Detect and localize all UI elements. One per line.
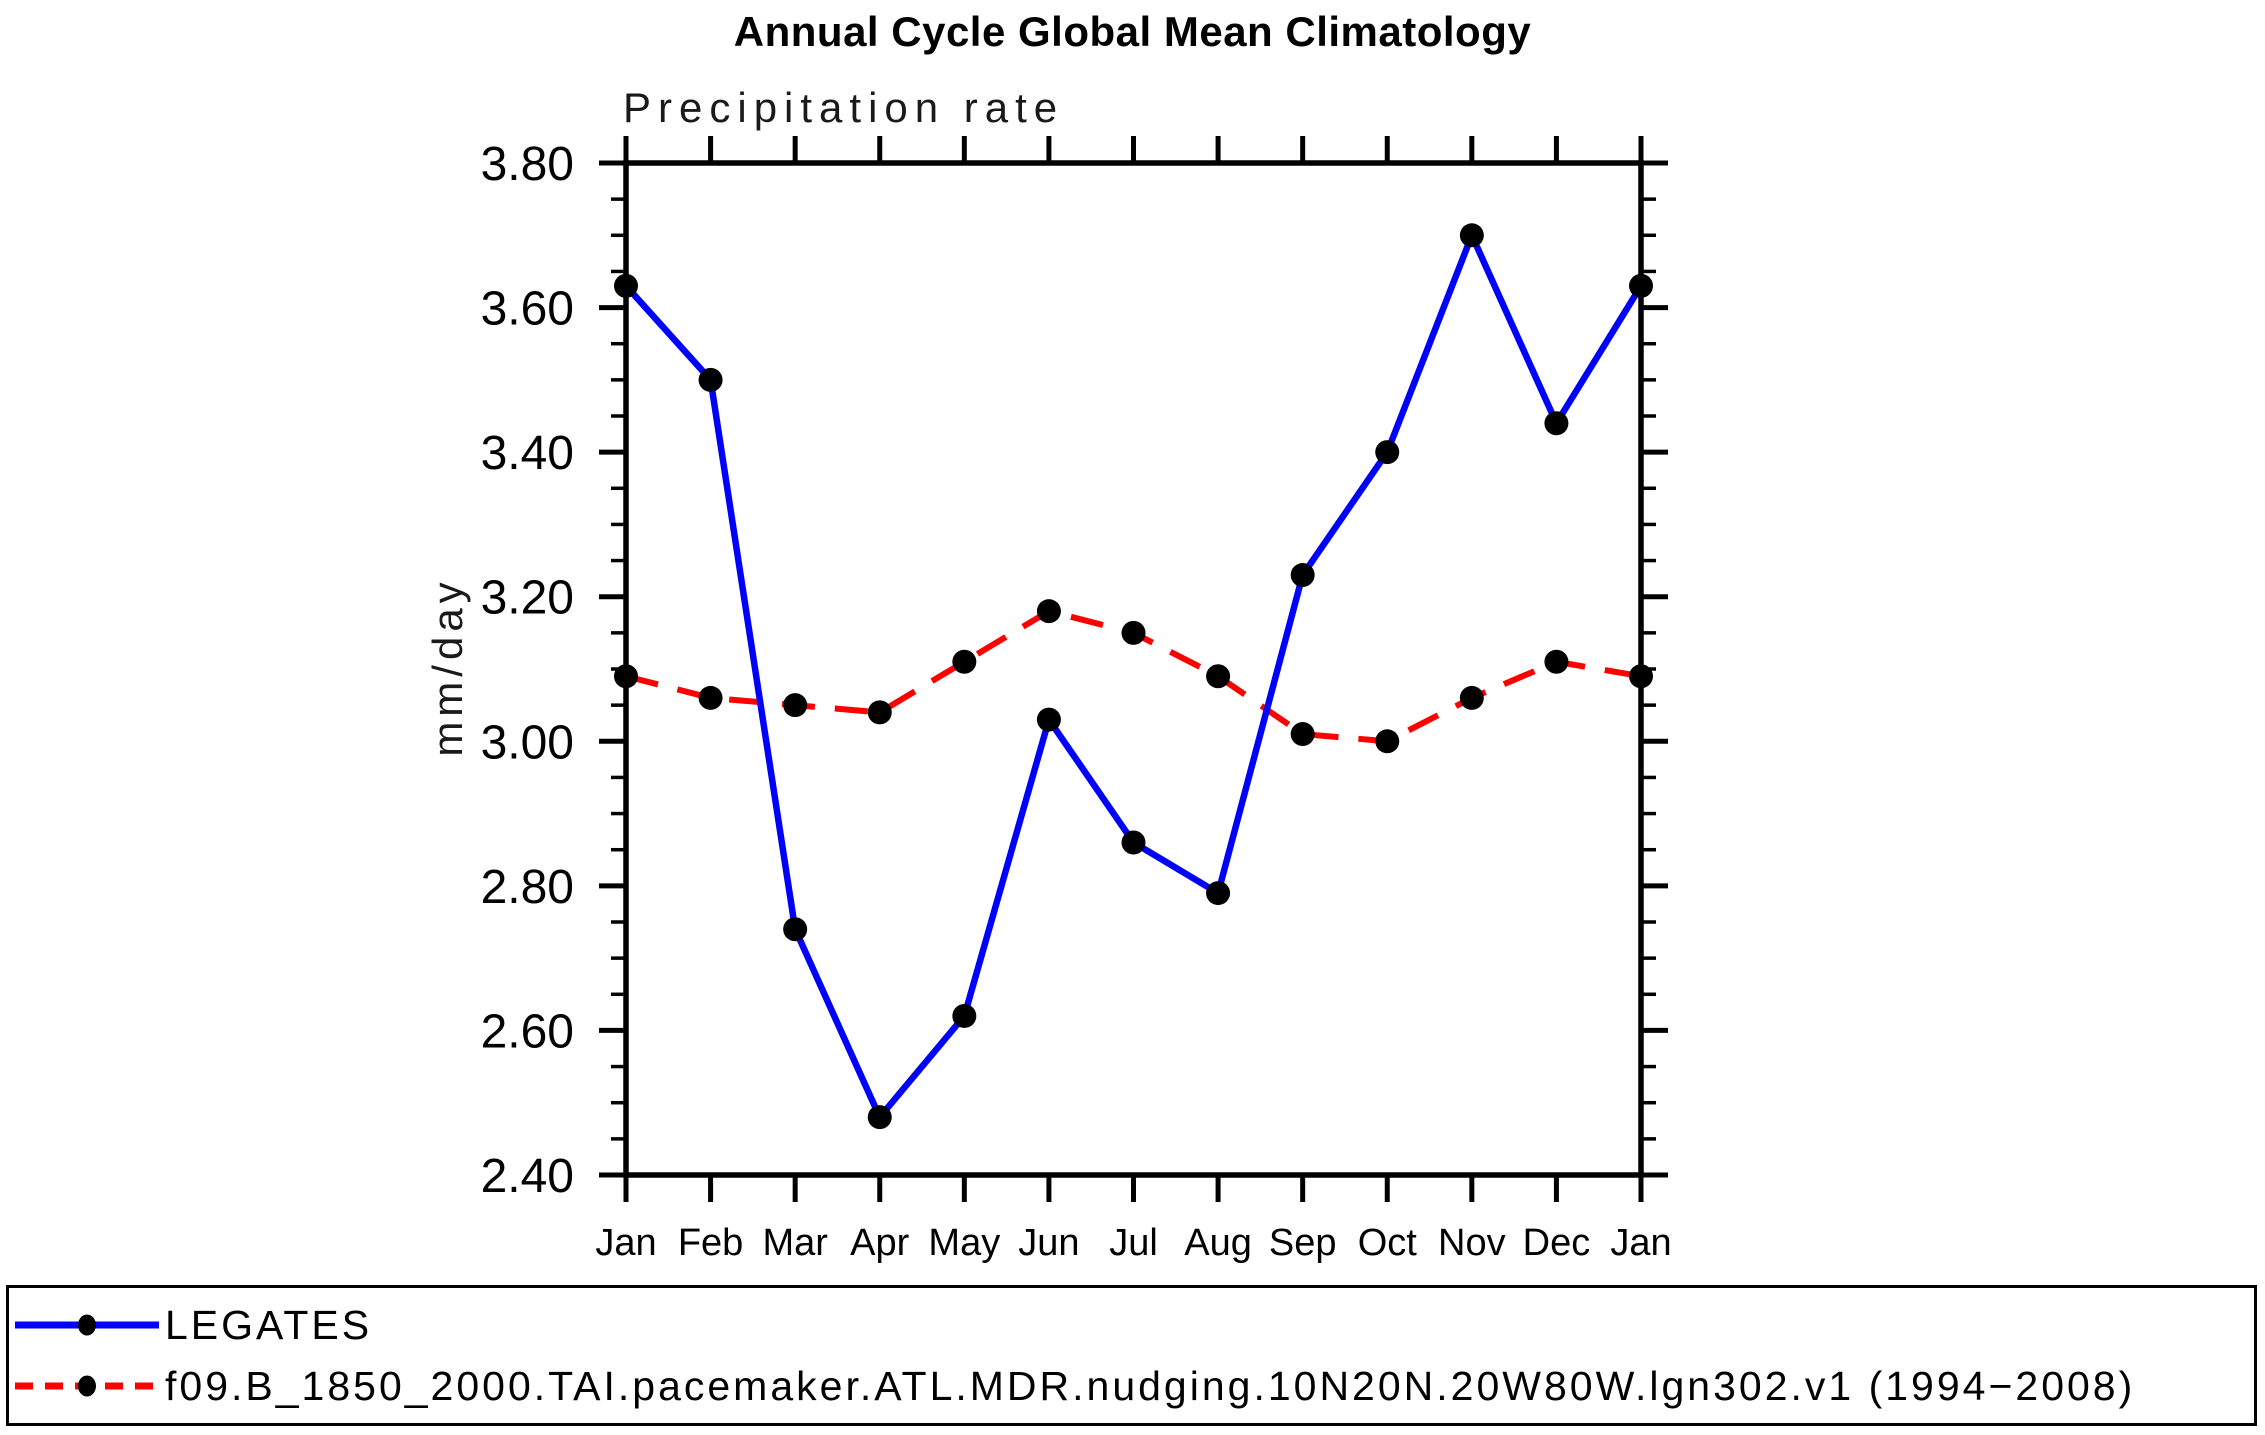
- y-tick-label: 2.40: [481, 1150, 574, 1203]
- data-point-marker: [698, 367, 723, 392]
- data-point-marker: [1459, 223, 1484, 248]
- legend-item-model: f09.B_1850_2000.TAI.pacemaker.ATL.MDR.nu…: [11, 1358, 2254, 1414]
- y-tick-label: 3.40: [481, 427, 574, 480]
- x-tick-label: Oct: [1358, 1222, 1418, 1264]
- data-point-marker: [1036, 707, 1061, 732]
- data-point-marker: [698, 685, 723, 710]
- x-tick-label: Dec: [1523, 1222, 1591, 1264]
- x-tick-label: May: [928, 1222, 1000, 1264]
- y-tick-label: 2.80: [481, 861, 574, 914]
- data-point-marker: [1036, 599, 1061, 624]
- x-tick-label: Mar: [762, 1222, 828, 1264]
- data-point-marker: [952, 649, 977, 674]
- data-point-marker: [783, 917, 808, 942]
- legend-sample-line-legates: [15, 1314, 159, 1336]
- data-point-marker: [1206, 664, 1231, 689]
- x-tick-label: Aug: [1184, 1222, 1252, 1264]
- data-point-marker: [1459, 685, 1484, 710]
- plot-area: 3.80 3.60 3.40 3.20 3.00 2.80 2.60 2.40 Jan Feb Ma…: [481, 136, 1672, 1264]
- data-point-marker: [1375, 729, 1400, 754]
- x-tick-label: Jun: [1018, 1222, 1079, 1264]
- data-point-marker: [783, 693, 808, 718]
- y-tick-label: 3.60: [481, 283, 574, 336]
- data-point-marker: [952, 1003, 977, 1028]
- data-point-marker: [1121, 830, 1146, 855]
- legend-marker-dot: [78, 1375, 96, 1397]
- data-point-marker: [1629, 273, 1653, 298]
- chart-title: Annual Cycle Global Mean Climatology: [733, 8, 1532, 55]
- x-tick-label: Jan: [1610, 1222, 1671, 1264]
- series-line-legates: [623, 226, 1644, 1124]
- data-point-marker: [1290, 563, 1315, 588]
- data-point-marker: [1544, 411, 1569, 436]
- x-tick-label: Nov: [1438, 1222, 1506, 1264]
- y-tick-label: 3.80: [481, 138, 574, 191]
- legend-marker-dot: [78, 1314, 96, 1336]
- data-point-marker: [867, 1105, 892, 1130]
- x-tick-label: Sep: [1269, 1222, 1337, 1264]
- data-point-marker: [614, 664, 638, 689]
- data-point-marker: [1206, 881, 1231, 906]
- data-point-marker: [1629, 664, 1653, 689]
- data-point-marker: [1544, 649, 1569, 674]
- legend-sample-line-model: [15, 1375, 159, 1397]
- legend-label-model: f09.B_1850_2000.TAI.pacemaker.ATL.MDR.nu…: [165, 1362, 2136, 1409]
- y-tick-label: 3.20: [481, 572, 574, 625]
- x-tick-label: Jul: [1109, 1222, 1158, 1264]
- y-tick-label: 3.00: [481, 716, 574, 769]
- legend-item-legates: LEGATES: [11, 1297, 2254, 1353]
- data-point-marker: [614, 273, 638, 298]
- legend-box: LEGATES f09.B_1850_2000.TAI.pacemaker.AT…: [6, 1285, 2257, 1426]
- y-tick-label: 2.60: [481, 1005, 574, 1058]
- chart-subtitle: Precipitation rate: [623, 84, 1065, 131]
- x-tick-label: Feb: [678, 1222, 743, 1264]
- data-point-marker: [1375, 440, 1400, 465]
- data-point-marker: [1290, 722, 1315, 747]
- legend-label-legates: LEGATES: [165, 1301, 373, 1348]
- plot-frame: [623, 160, 1644, 1178]
- data-point-marker: [1121, 620, 1146, 645]
- x-tick-label: Jan: [595, 1222, 656, 1264]
- x-tick-label: Apr: [850, 1222, 909, 1264]
- data-point-marker: [867, 700, 892, 725]
